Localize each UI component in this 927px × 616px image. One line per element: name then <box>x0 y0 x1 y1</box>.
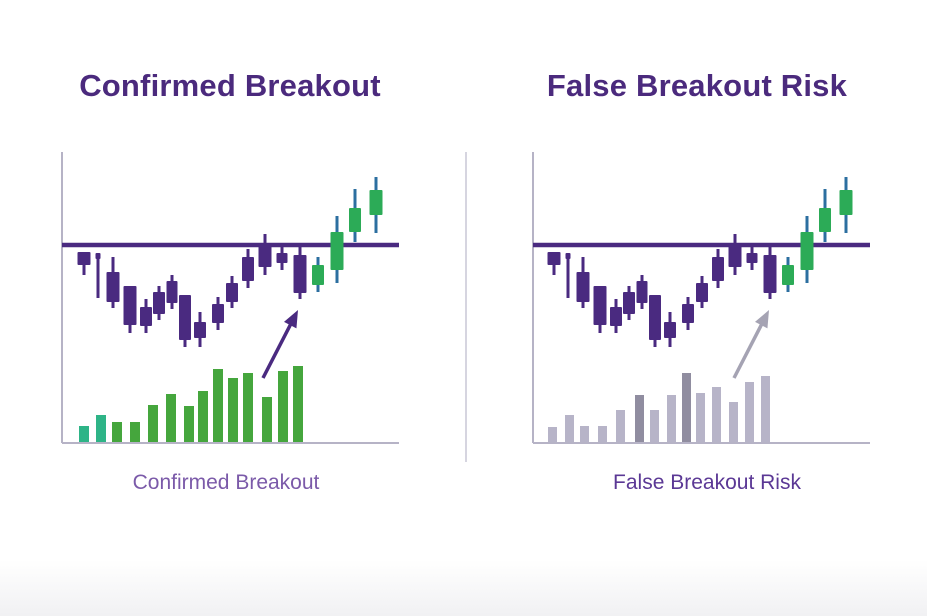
bearish-candle-body <box>649 295 661 340</box>
bearish-candle-body <box>77 252 91 265</box>
bearish-candle-body <box>547 252 561 265</box>
volume-bars <box>79 366 303 442</box>
volume-bar <box>213 369 223 442</box>
bearish-candle-body <box>226 283 238 302</box>
bearish-candle-body <box>106 272 120 302</box>
bearish-candle-body <box>712 257 724 281</box>
bearish-candle-body <box>276 253 288 263</box>
bearish-candle-body <box>664 322 676 338</box>
bullish-candle-body <box>800 232 814 270</box>
bearish-candle-body <box>763 255 777 293</box>
right-chart-caption: False Breakout Risk <box>613 471 801 494</box>
bearish-candle-body <box>576 272 590 302</box>
bearish-candle-body <box>593 286 607 325</box>
bearish-candle-body <box>153 292 165 314</box>
confirmed-breakout-chart <box>61 152 399 444</box>
bearish-candle-body <box>140 307 152 326</box>
bearish-candle-body <box>123 286 137 325</box>
volume-bar <box>616 410 625 442</box>
volume-bar <box>696 393 705 442</box>
volume-bar <box>278 371 288 442</box>
volume-bar <box>166 394 176 442</box>
bearish-candle-body <box>242 257 254 281</box>
bearish-candle-body <box>636 281 648 303</box>
bullish-candle-body <box>782 265 794 285</box>
bullish-candle-body <box>349 208 361 232</box>
arrow-head <box>283 310 298 329</box>
right-chart-title: False Breakout Risk <box>546 68 848 103</box>
bearish-candle-body <box>682 304 694 323</box>
bearish-candle-body <box>746 253 758 263</box>
bearish-candle-body <box>610 307 622 326</box>
bullish-candle-body <box>330 232 344 270</box>
candles <box>77 177 383 347</box>
volume-bar <box>184 406 194 442</box>
volume-bar <box>565 415 574 442</box>
volume-bar <box>243 373 253 442</box>
bullish-candle-body <box>819 208 831 232</box>
volume-bar <box>130 422 140 442</box>
bearish-candle-body <box>293 255 307 293</box>
breakout-arrow <box>261 310 298 379</box>
volume-bar <box>198 391 208 442</box>
bearish-candle-body <box>212 304 224 323</box>
bearish-candle-body <box>728 245 742 267</box>
bullish-candle-body <box>369 190 383 215</box>
bearish-candle-body <box>194 322 206 338</box>
volume-bar <box>548 427 557 442</box>
bullish-candle-body <box>312 265 324 285</box>
bullish-candle-body <box>839 190 853 215</box>
arrow-shaft <box>261 321 294 379</box>
volume-bar <box>682 373 691 442</box>
bearish-candle-body <box>166 281 178 303</box>
arrow-shaft <box>732 321 765 379</box>
volume-bar <box>148 405 158 442</box>
volume-bar <box>650 410 659 442</box>
volume-bars <box>548 373 770 442</box>
volume-bar <box>745 382 754 442</box>
volume-bar <box>729 402 738 442</box>
arrow-head <box>754 310 769 329</box>
left-chart-title: Confirmed Breakout <box>79 68 381 103</box>
volume-bar <box>598 426 607 442</box>
bearish-candle-body <box>696 283 708 302</box>
volume-bar <box>96 415 106 442</box>
bearish-candle-body <box>623 292 635 314</box>
bearish-candle-body <box>95 253 101 259</box>
volume-bar <box>79 426 89 442</box>
volume-bar <box>580 426 589 442</box>
candles <box>547 177 853 347</box>
volume-bar <box>635 395 644 442</box>
volume-bar <box>293 366 303 442</box>
volume-bar <box>262 397 272 442</box>
volume-bar <box>112 422 122 442</box>
volume-bar <box>228 378 238 442</box>
volume-bar <box>667 395 676 442</box>
bearish-candle-body <box>179 295 191 340</box>
breakout-arrow <box>732 310 769 379</box>
volume-bar <box>712 387 721 442</box>
bearish-candle-body <box>565 253 571 259</box>
bearish-candle-body <box>258 245 272 267</box>
left-chart-caption: Confirmed Breakout <box>132 471 320 494</box>
false-breakout-chart <box>532 152 870 444</box>
volume-bar <box>761 376 770 442</box>
